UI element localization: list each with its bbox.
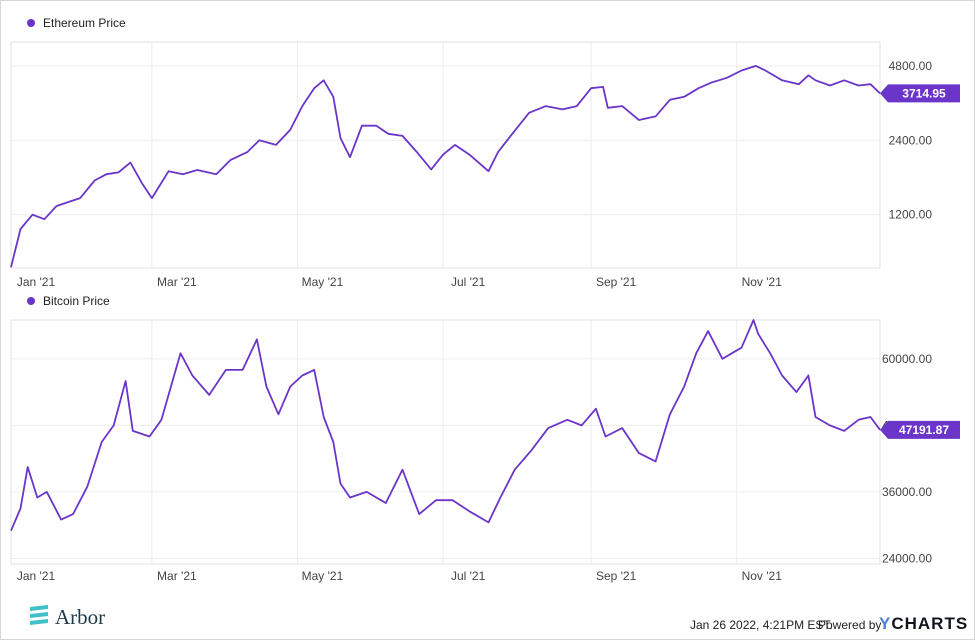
btc-x-tick-label: Sep '21 [596, 569, 637, 583]
eth-y-tick-label: 4800.00 [889, 59, 933, 73]
eth-x-tick-label: Jul '21 [451, 275, 486, 289]
eth-last-value-badge [880, 84, 960, 103]
eth-legend-label: Ethereum Price [43, 16, 126, 30]
btc-last-value-badge [880, 420, 960, 439]
btc-y-tick-label: 60000.00 [882, 352, 932, 366]
btc-y-tick-label: 36000.00 [882, 485, 932, 499]
btc-x-tick-label: Mar '21 [157, 569, 197, 583]
btc-price-line [10, 319, 881, 532]
ycharts-logo-text: CHARTS [891, 614, 969, 633]
eth-last-value-label: 3714.95 [902, 86, 946, 100]
btc-y-tick-label: 24000.00 [882, 551, 932, 565]
eth-y-tick-label: 1200.00 [889, 208, 933, 222]
btc-legend-marker [27, 297, 35, 305]
btc-plot-area [10, 319, 881, 565]
eth-x-tick-label: Mar '21 [157, 275, 197, 289]
eth-price-line [10, 65, 881, 268]
eth-legend-marker [27, 19, 35, 27]
btc-x-tick-label: Jan '21 [17, 569, 56, 583]
brand-name: Arbor [55, 605, 106, 629]
timestamp: Jan 26 2022, 4:21PM EST. [690, 618, 833, 632]
eth-x-tick-label: May '21 [302, 275, 344, 289]
btc-last-value-label: 47191.87 [899, 423, 949, 437]
powered-by-label: Powered by [818, 618, 882, 632]
btc-x-tick-label: Jul '21 [451, 569, 486, 583]
eth-plot-area [10, 41, 881, 269]
btc-legend-label: Bitcoin Price [43, 294, 110, 308]
btc-x-tick-label: May '21 [302, 569, 344, 583]
btc-x-tick-label: Nov '21 [742, 569, 783, 583]
ycharts-logo[interactable]: YCHARTS [879, 614, 968, 634]
eth-x-tick-label: Nov '21 [742, 275, 783, 289]
eth-y-tick-label: 2400.00 [889, 133, 933, 147]
ycharts-logo-y: Y [879, 614, 892, 633]
eth-x-tick-label: Sep '21 [596, 275, 637, 289]
eth-x-tick-label: Jan '21 [17, 275, 56, 289]
